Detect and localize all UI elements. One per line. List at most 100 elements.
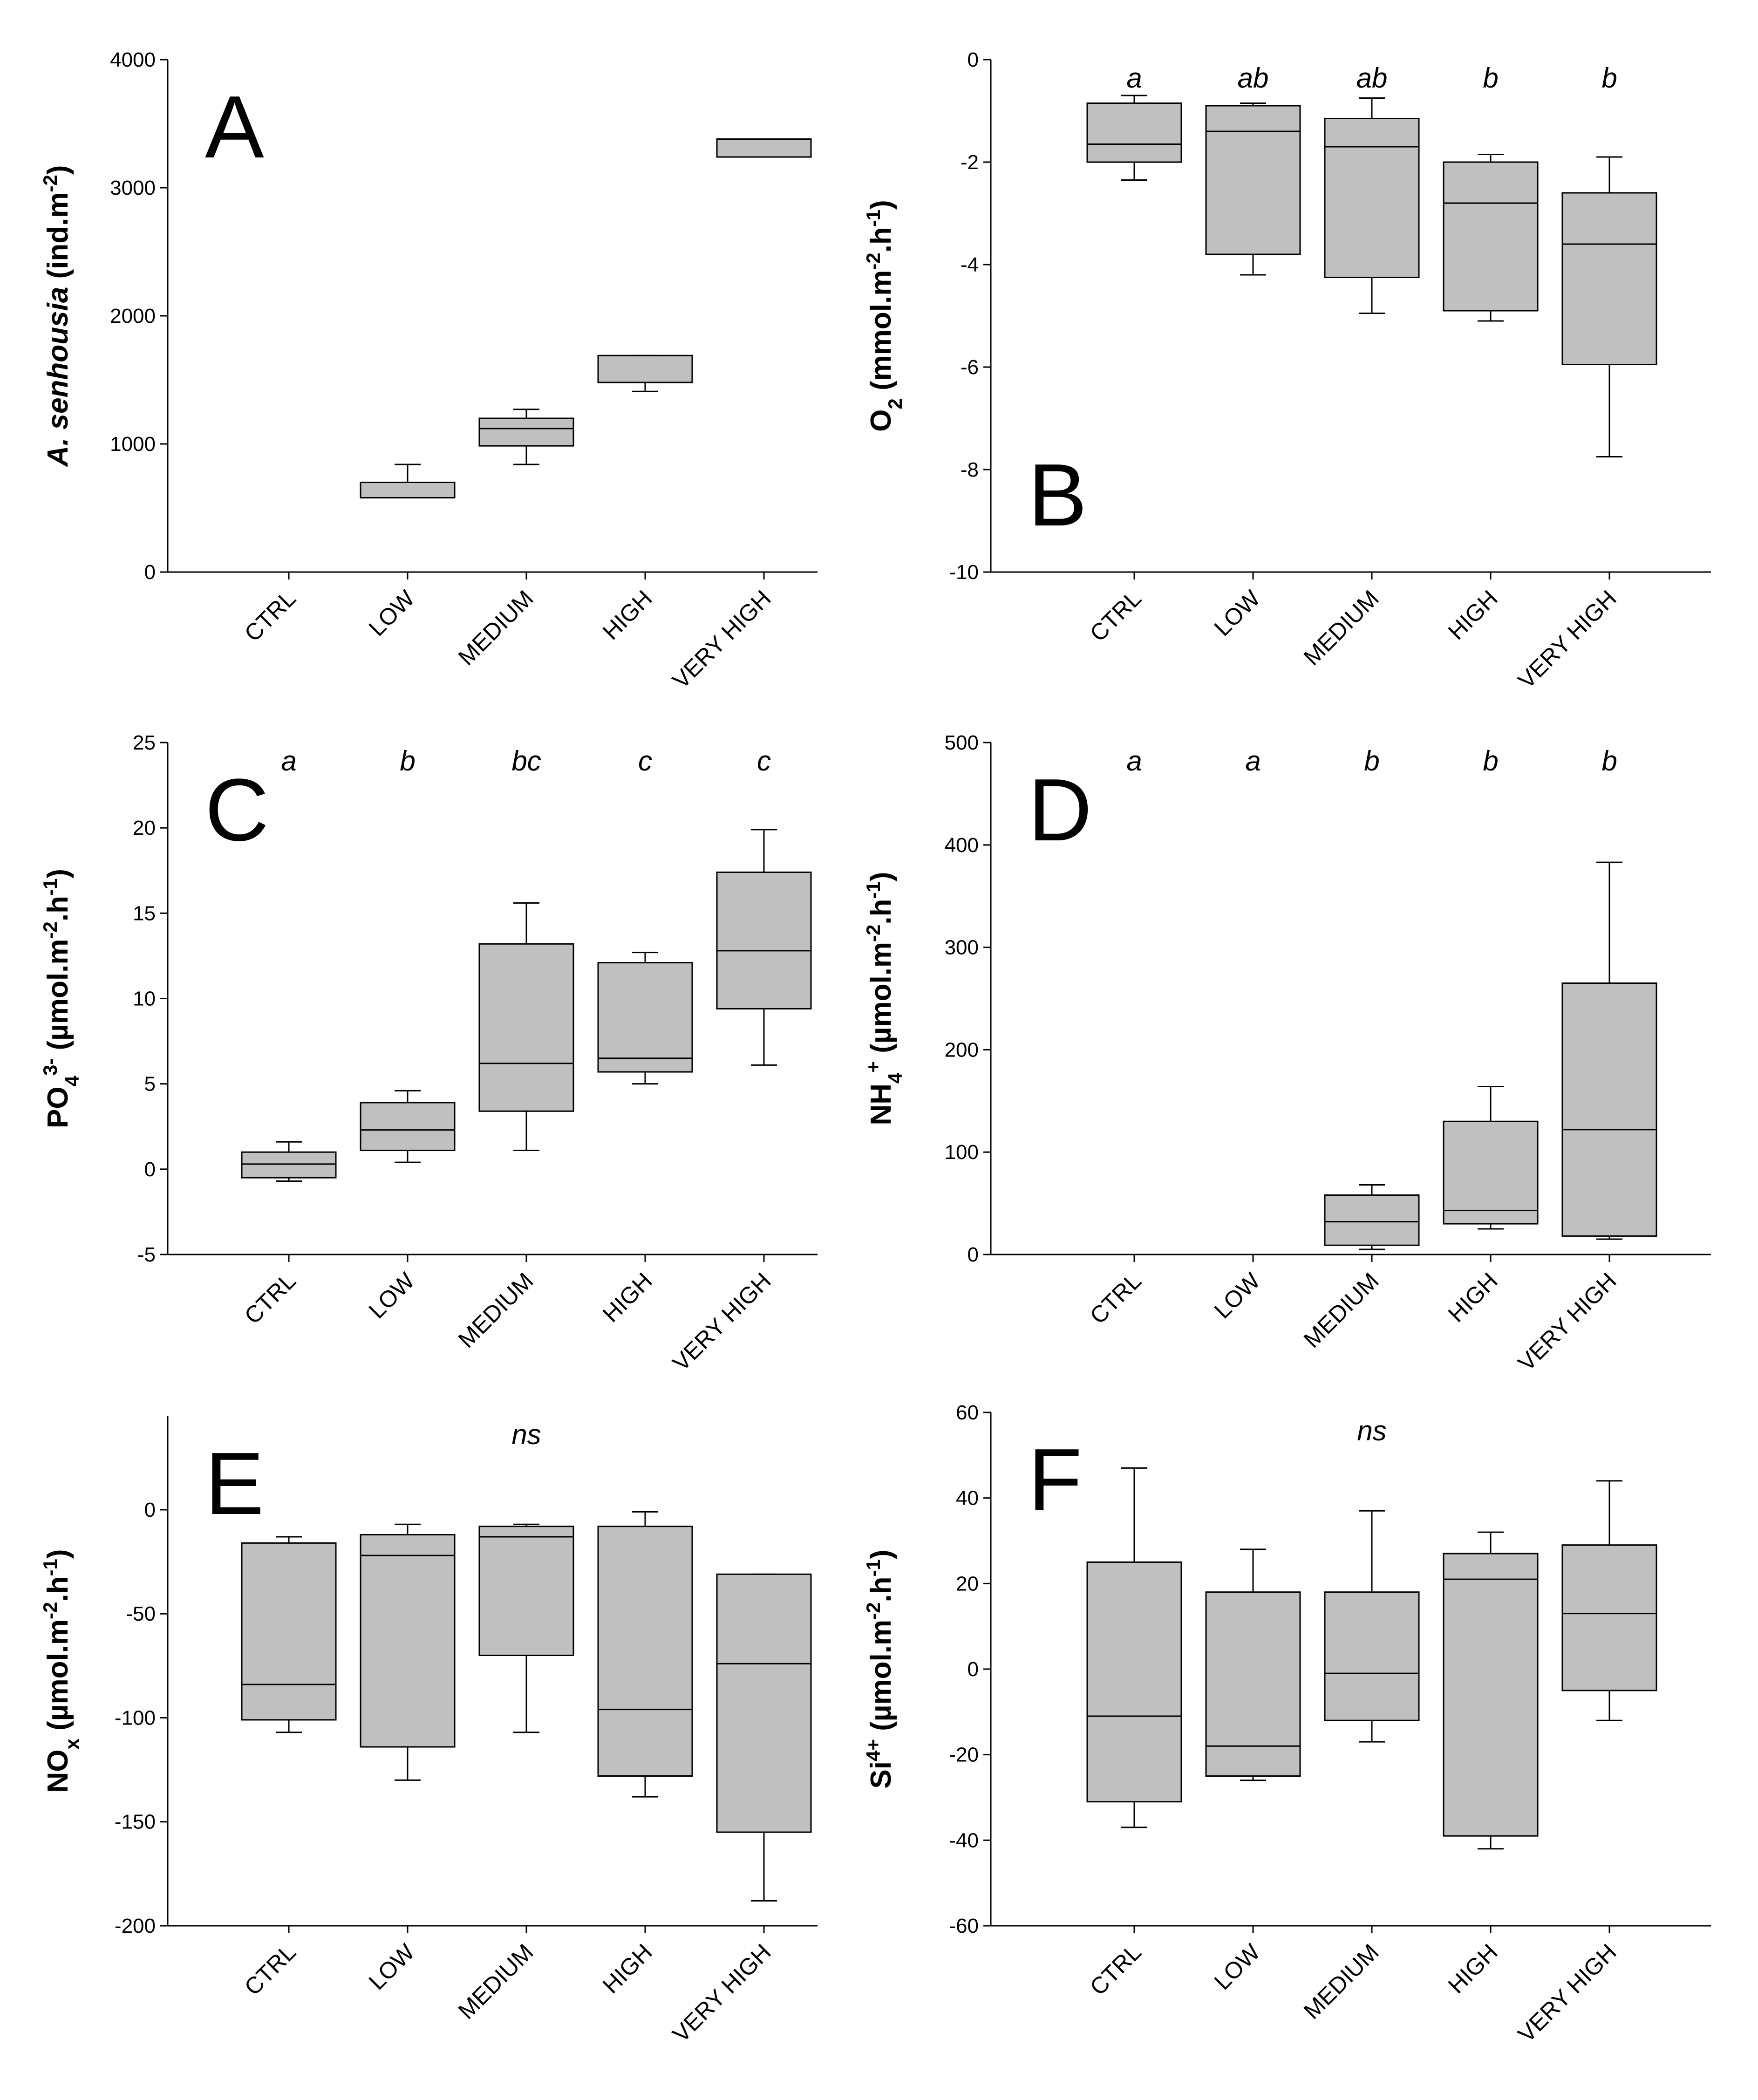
y-tick-label: 500 [945, 731, 979, 754]
box-low [360, 464, 456, 498]
y-tick-label: -5 [137, 1243, 156, 1266]
panel-letter: F [1028, 1431, 1082, 1529]
y-tick-label: 60 [956, 1401, 979, 1424]
y-tick-label: -8 [961, 458, 979, 481]
iqr-box [478, 1526, 574, 1657]
x-tick-label: CTRL [239, 1268, 301, 1329]
panel-letter: A [205, 78, 264, 177]
iqr-box [1324, 118, 1420, 278]
box-ctrl [1086, 95, 1182, 181]
x-tick-label: HIGH [1443, 1268, 1503, 1327]
y-tick-label: 10 [133, 988, 156, 1010]
box-ctrl [241, 1536, 337, 1733]
iqr-box [360, 1102, 456, 1152]
iqr-box [241, 1151, 337, 1179]
x-tick-label: VERY HIGH [1513, 1939, 1622, 2047]
y-tick-label: 400 [945, 834, 979, 857]
iqr-box [360, 482, 456, 498]
x-tick-label: MEDIUM [453, 1939, 538, 2024]
y-tick-label: -150 [115, 1811, 156, 1834]
y-tick-label: -100 [115, 1706, 156, 1729]
y-tick-label: 1000 [110, 433, 156, 456]
chart-panel-c: -5 0 5 10 15 20 25 CTRL LOW MEDIUM HIGH VERY HIGH a b… [39, 731, 818, 1376]
y-tick-label: 0 [968, 1243, 979, 1266]
panel-letter: E [205, 1434, 264, 1533]
y-tick-label: -40 [949, 1829, 979, 1852]
x-tick-label: CTRL [239, 585, 301, 647]
iqr-box [478, 943, 574, 1112]
significance-label: c [757, 745, 771, 777]
iqr-box [478, 417, 574, 447]
x-tick-label: VERY HIGH [668, 585, 776, 694]
y-axis-label: PO43- (µmol.m-2.h-1) [39, 869, 83, 1128]
iqr-box [597, 1526, 693, 1777]
chart-panel-e: -200 -150 -100 -50 0 CTRL LOW MEDIUM HIGH VERY HI… [39, 1416, 818, 2047]
significance-label: a [1126, 745, 1142, 777]
iqr-box [716, 138, 812, 158]
y-tick-label: 100 [945, 1141, 979, 1164]
iqr-box [716, 871, 812, 1009]
y-axis-label: Si4+ (µmol.m-2.h-1) [862, 1549, 898, 1788]
y-tick-label: 20 [133, 817, 156, 839]
x-tick-label: CTRL [1085, 1939, 1146, 2000]
y-tick-label: 0 [968, 1658, 979, 1681]
x-tick-label: LOW [1209, 1268, 1266, 1324]
iqr-box [1443, 161, 1539, 312]
box-ctrl [1086, 1467, 1182, 1828]
chart-panel-b: -10 -8 -6 -4 -2 0 CTRL LOW MEDIUM HIGH VERY HIGH a a… [862, 48, 1711, 694]
chart-panel-d: 0 100 200 300 400 500 CTRL LOW MEDIUM HIGH VERY HI… [862, 731, 1711, 1376]
iqr-box [1324, 1591, 1420, 1721]
box-medium [1324, 97, 1420, 314]
box-low [1205, 102, 1301, 276]
x-tick-label: HIGH [598, 1268, 657, 1327]
iqr-box [1561, 1544, 1657, 1691]
iqr-box [1205, 105, 1301, 255]
x-tick-label: MEDIUM [1299, 1268, 1384, 1353]
y-tick-label: -200 [115, 1915, 156, 1937]
x-tick-label: MEDIUM [453, 585, 538, 670]
x-tick-label: VERY HIGH [668, 1939, 776, 2047]
y-tick-label: 2000 [110, 305, 156, 327]
box-ctrl [241, 1141, 337, 1182]
x-tick-label: LOW [364, 1268, 420, 1324]
iqr-box [597, 962, 693, 1073]
box-high [1443, 154, 1539, 322]
y-tick-label: -10 [949, 561, 979, 584]
box-low [360, 1090, 456, 1163]
significance-label: c [638, 745, 652, 777]
y-tick-label: 0 [968, 48, 979, 71]
significance-label: b [1483, 62, 1498, 94]
y-tick-label: -20 [949, 1744, 979, 1766]
x-tick-label: VERY HIGH [1513, 585, 1622, 694]
y-tick-label: 0 [144, 1499, 156, 1521]
box-medium [1324, 1184, 1420, 1250]
y-tick-label: 3000 [110, 177, 156, 199]
iqr-box [1086, 102, 1182, 163]
significance-label: a [281, 745, 296, 777]
y-tick-label: 300 [945, 936, 979, 959]
y-axis-label: O2 (mmol.m-2.h-1) [862, 200, 906, 432]
box-high [597, 952, 693, 1085]
iqr-box [597, 355, 693, 383]
box-very-high [716, 1573, 812, 1902]
box-high [1443, 1531, 1539, 1850]
y-tick-label: 5 [144, 1073, 156, 1096]
box-high [597, 355, 693, 392]
iqr-box [1086, 1561, 1182, 1803]
y-axis-label: NH4+ (µmol.m-2.h-1) [862, 872, 906, 1125]
box-very-high [716, 829, 812, 1066]
chart-panel-a: 0 1000 2000 3000 4000 CTRL LOW MEDIUM HIGH VERY H… [39, 48, 818, 694]
y-tick-label: 40 [956, 1487, 979, 1510]
iqr-box [1205, 1591, 1301, 1777]
significance-label: a [1245, 745, 1261, 777]
x-tick-label: HIGH [1443, 585, 1503, 645]
significance-label: b [1601, 745, 1617, 777]
x-tick-label: MEDIUM [1299, 585, 1384, 670]
y-tick-label: 200 [945, 1038, 979, 1061]
significance-label: b [1601, 62, 1617, 94]
panel-letter: C [205, 761, 269, 859]
significance-label: ab [1238, 62, 1269, 94]
box-very-high [1561, 861, 1657, 1240]
box-very-high [1561, 1480, 1657, 1721]
